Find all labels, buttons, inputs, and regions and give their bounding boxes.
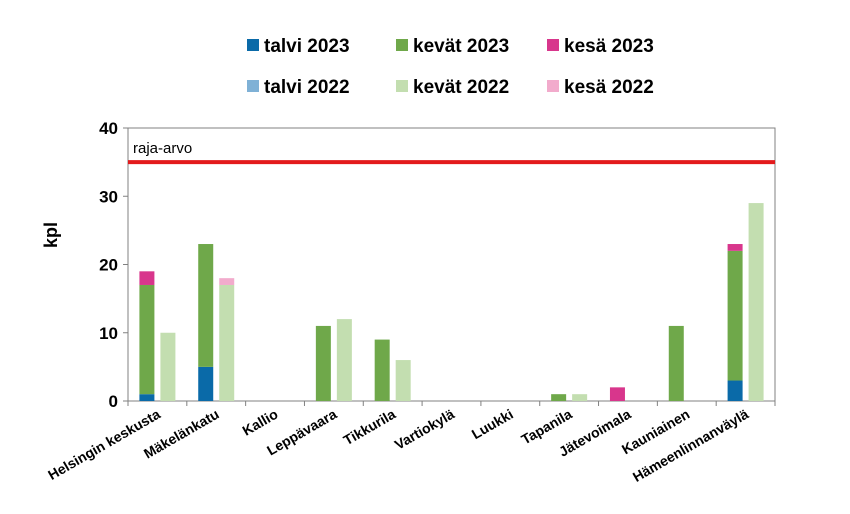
legend-label: kesä 2022: [564, 77, 654, 98]
legend-label: kevät 2023: [413, 36, 509, 57]
legend-label: kevät 2022: [413, 77, 509, 98]
y-tick-label: 10: [99, 324, 118, 343]
legend-swatch: [547, 39, 559, 51]
legend-label: kesä 2023: [564, 36, 654, 57]
bar-segment: [727, 380, 743, 401]
x-tick-label: Vartiokylä: [392, 406, 457, 453]
bar-segment: [609, 387, 625, 401]
bar-segment: [198, 244, 214, 367]
legend-swatch: [396, 80, 408, 92]
bar-segment: [219, 278, 235, 285]
bar-segment: [315, 325, 331, 401]
legend-swatch: [247, 39, 259, 51]
bar-segment: [139, 394, 155, 401]
bars: [139, 203, 764, 401]
legend-swatch: [396, 39, 408, 51]
bar-segment: [139, 271, 155, 285]
x-tick-label: Tikkurila: [341, 406, 399, 449]
bar-segment: [336, 319, 352, 401]
bar-segment: [374, 339, 390, 401]
x-tick-label: Luukki: [469, 406, 516, 442]
y-tick-label: 40: [99, 119, 118, 138]
bar-segment: [668, 325, 684, 401]
bar-segment: [139, 284, 155, 395]
reference-line-label: raja-arvo: [133, 140, 192, 157]
legend-swatch: [547, 80, 559, 92]
y-axis: 0 10 20 30 40: [99, 119, 128, 411]
bar-segment: [219, 284, 235, 401]
y-axis-label: kpl: [41, 222, 61, 248]
bar-segment: [727, 244, 743, 251]
legend-swatch: [247, 80, 259, 92]
legend: talvi 2023 kevät 2023 kesä 2023 talvi 2022 k…: [247, 36, 654, 98]
x-tick-label: Kallio: [240, 406, 281, 439]
bar-segment: [727, 250, 743, 381]
legend-label: talvi 2022: [264, 77, 350, 98]
bar-segment: [198, 366, 214, 401]
legend-label: talvi 2023: [264, 36, 350, 57]
plot-area: raja-arvo: [127, 127, 776, 402]
y-tick-label: 0: [109, 392, 118, 411]
bar-segment: [551, 394, 567, 401]
bar-segment: [572, 394, 588, 401]
y-tick-label: 20: [99, 256, 118, 275]
bar-segment: [748, 203, 764, 401]
bar-segment: [395, 360, 411, 401]
y-tick-label: 30: [99, 187, 118, 206]
bar-segment: [160, 332, 176, 401]
